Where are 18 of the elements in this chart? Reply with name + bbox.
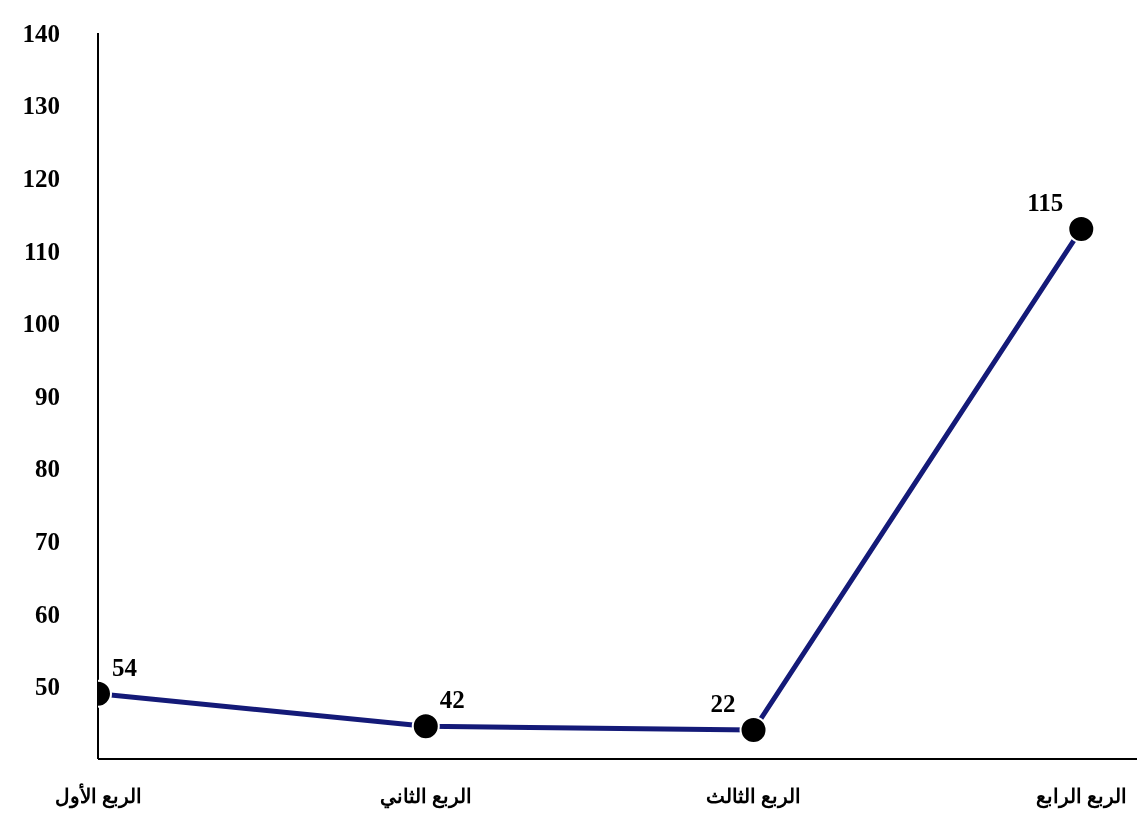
y-tick-label: 100 [22,310,60,338]
y-tick-label: 80 [35,455,60,483]
x-tick-label: الربع الرابع [1035,785,1127,810]
annotation: 22 [710,689,736,717]
y-tick-label: 70 [35,528,60,556]
y-tick-label: 60 [35,600,60,628]
y-tick-label: 120 [22,165,60,193]
x-tick-label: الربع الثالث [706,785,802,810]
y-tick-label: 90 [35,382,60,410]
annotation: 54 [112,653,138,681]
annotation: 42 [439,686,465,714]
annotation: 115 [1027,189,1064,217]
y-tick-label: 110 [23,237,60,265]
x-tick-label: الربع الأول [54,783,142,810]
x-tick-label: الربع الثاني [379,785,472,810]
y-tick-label: 140 [22,19,60,47]
y-tick-label: 50 [35,673,60,701]
y-tick-label: 130 [22,92,60,120]
